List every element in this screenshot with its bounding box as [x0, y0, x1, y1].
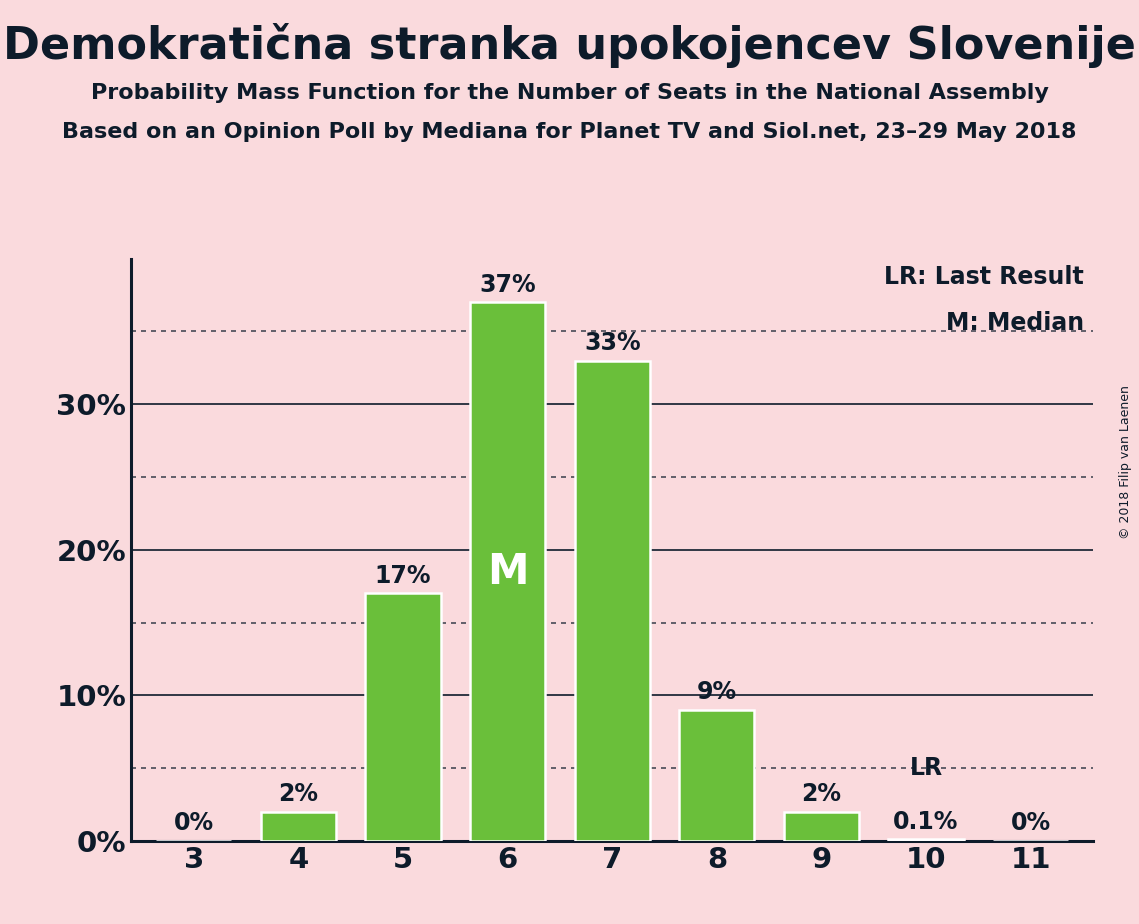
Text: M: Median: M: Median	[945, 311, 1084, 335]
Text: 9%: 9%	[697, 680, 737, 704]
Text: 33%: 33%	[584, 331, 640, 355]
Bar	[470, 302, 546, 841]
Text: 2%: 2%	[802, 782, 842, 806]
Text: 17%: 17%	[375, 564, 432, 588]
Bar	[679, 710, 754, 841]
Text: Demokratična stranka upokojencev Slovenije: Demokratična stranka upokojencev Sloveni…	[3, 23, 1136, 68]
Bar	[261, 812, 336, 841]
Text: 37%: 37%	[480, 273, 536, 297]
Text: 0%: 0%	[173, 811, 214, 835]
Text: 2%: 2%	[278, 782, 319, 806]
Text: LR: Last Result: LR: Last Result	[884, 264, 1084, 288]
Text: 0%: 0%	[1010, 811, 1051, 835]
Bar	[574, 360, 650, 841]
Bar	[888, 839, 964, 841]
Text: © 2018 Filip van Laenen: © 2018 Filip van Laenen	[1118, 385, 1132, 539]
Bar	[366, 593, 441, 841]
Text: 0.1%: 0.1%	[893, 809, 959, 833]
Bar	[784, 812, 859, 841]
Text: Probability Mass Function for the Number of Seats in the National Assembly: Probability Mass Function for the Number…	[91, 83, 1048, 103]
Text: Based on an Opinion Poll by Mediana for Planet TV and Siol.net, 23–29 May 2018: Based on an Opinion Poll by Mediana for …	[63, 122, 1076, 142]
Text: LR: LR	[910, 756, 943, 780]
Text: M: M	[486, 551, 528, 592]
